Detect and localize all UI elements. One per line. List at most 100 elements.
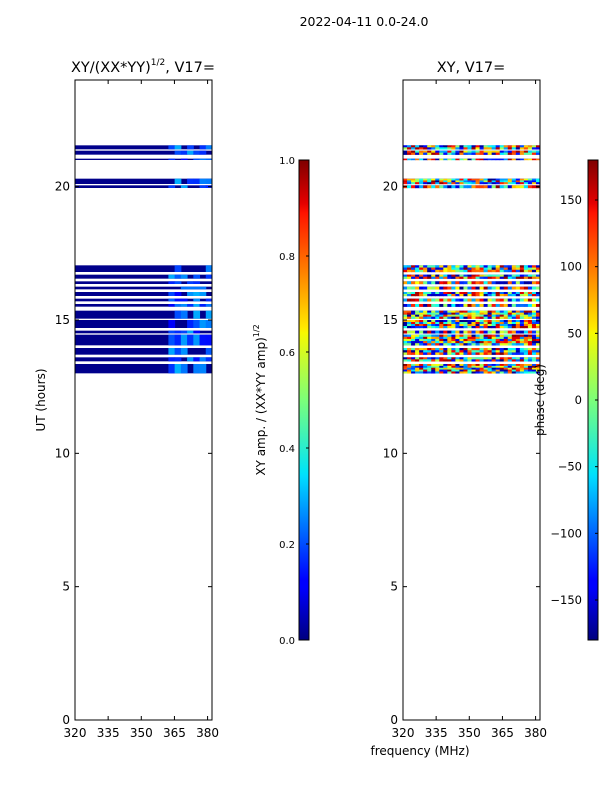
phase-cell — [459, 145, 464, 148]
phase-cell — [479, 365, 485, 368]
phase-cell — [475, 298, 481, 302]
phase-cell — [503, 265, 509, 268]
phase-cell — [475, 147, 481, 150]
phase-cell — [455, 371, 460, 374]
phase-cell — [507, 269, 513, 273]
phase-cell — [407, 314, 412, 317]
phase-cell — [503, 180, 509, 183]
phase-cell — [407, 348, 412, 351]
phase-cell — [435, 316, 440, 319]
phase-cell — [467, 265, 472, 268]
phase-cell — [463, 348, 468, 351]
amp-cell — [187, 281, 194, 284]
phase-cell — [451, 324, 456, 327]
phase-cell — [459, 326, 464, 329]
amp-cell — [199, 185, 207, 188]
phase-cell — [415, 145, 420, 148]
phase-cell — [455, 330, 460, 334]
phase-cell — [427, 269, 432, 273]
phase-cell — [435, 350, 440, 353]
phase-cell — [487, 369, 493, 372]
phase-cell — [411, 330, 416, 334]
phase-cell — [483, 320, 489, 323]
phase-cell — [435, 292, 440, 295]
phase-cell — [503, 357, 509, 360]
phase-cell — [455, 274, 460, 277]
phase-cell — [427, 145, 432, 148]
amp-cell — [205, 265, 212, 272]
amp-band — [75, 150, 212, 155]
phase-cell — [535, 322, 540, 325]
phase-cell — [431, 334, 436, 337]
phase-cell — [511, 338, 517, 342]
phase-cell — [479, 364, 485, 367]
phase-cell — [423, 365, 428, 368]
phase-cell — [535, 343, 540, 346]
phase-cell — [535, 326, 540, 329]
phase-cell — [439, 357, 444, 360]
phase-cell — [427, 357, 432, 360]
phase-cell — [423, 320, 428, 323]
phase-cell — [415, 274, 420, 277]
phase-cell — [499, 150, 505, 153]
phase-cell — [535, 310, 540, 313]
phase-cell — [535, 147, 540, 150]
phase-cell — [515, 350, 521, 353]
phase-cell — [519, 265, 525, 268]
phase-cell — [459, 267, 464, 270]
phase-cell — [487, 269, 493, 273]
phase-cell — [479, 369, 485, 372]
phase-cell — [411, 350, 416, 353]
phase-cell — [419, 294, 424, 297]
amp-cell — [168, 348, 176, 355]
phase-cell — [475, 359, 481, 362]
phase-cell — [423, 265, 428, 268]
phase-cell — [475, 316, 481, 319]
phase-cell — [427, 294, 432, 297]
phase-cell — [451, 352, 456, 355]
phase-cell — [487, 352, 493, 355]
phase-cell — [483, 304, 489, 307]
phase-cell — [423, 369, 428, 372]
phase-cell — [419, 147, 424, 150]
phase-cell — [467, 334, 472, 337]
phase-cell — [507, 281, 513, 285]
phase-cell — [483, 158, 489, 161]
phase-cell — [495, 365, 501, 368]
phase-cell — [503, 269, 509, 273]
phase-cell — [527, 304, 533, 307]
phase-cell — [431, 365, 436, 368]
phase-cell — [431, 352, 436, 355]
phase-cell — [431, 152, 436, 155]
phase-cell — [467, 336, 472, 340]
phase-cell — [515, 294, 521, 297]
phase-cell — [451, 145, 456, 148]
phase-cell — [419, 324, 424, 327]
phase-cell — [527, 336, 533, 340]
phase-cell — [499, 324, 505, 327]
phase-cell — [535, 304, 540, 307]
phase-cell — [427, 352, 432, 355]
phase-cell — [443, 185, 448, 189]
phase-cell — [479, 276, 485, 279]
phase-cell — [427, 185, 432, 189]
phase-cell — [419, 298, 424, 302]
phase-cell — [427, 336, 432, 340]
phase-cell — [455, 276, 460, 279]
phase-cell — [403, 371, 408, 374]
phase-cell — [443, 312, 448, 315]
phase-cell — [487, 316, 493, 319]
phase-cell — [471, 343, 477, 346]
phase-cell — [419, 274, 424, 277]
phase-cell — [455, 338, 460, 342]
phase-cell — [407, 336, 412, 340]
phase-cell — [495, 274, 501, 277]
phase-cell — [535, 324, 540, 327]
phase-cell — [443, 316, 448, 319]
phase-cell — [411, 341, 416, 344]
phase-cell — [523, 330, 529, 334]
phase-cell — [411, 286, 416, 290]
phase-cell — [507, 341, 513, 344]
